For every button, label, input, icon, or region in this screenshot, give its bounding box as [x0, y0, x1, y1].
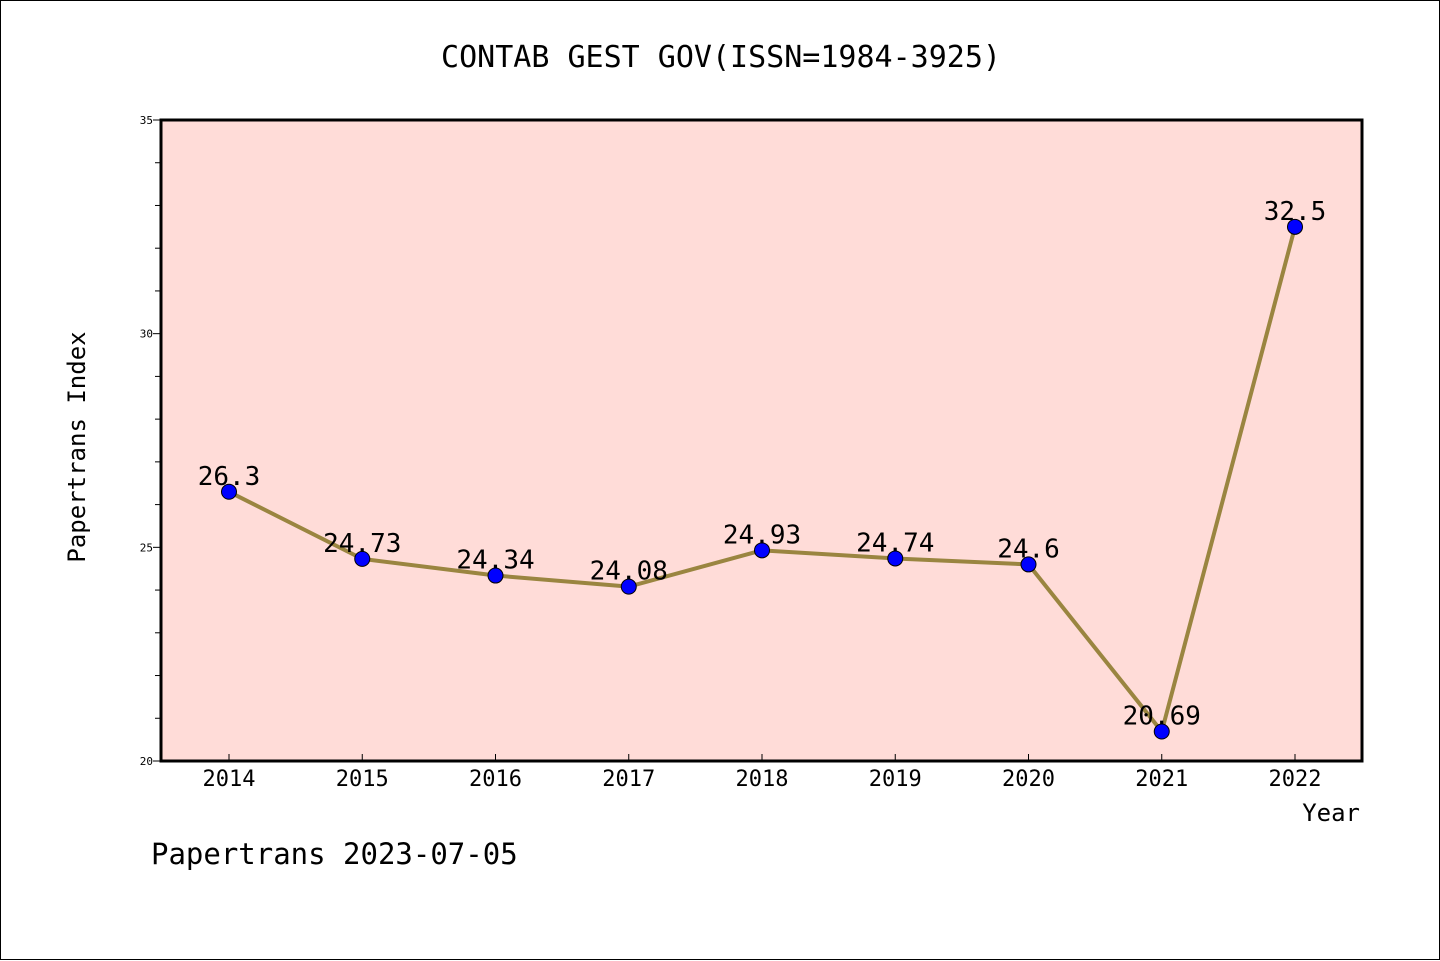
plot-area — [159, 118, 1364, 763]
data-label: 32.5 — [1264, 197, 1327, 227]
data-point — [1153, 723, 1170, 740]
x-tick-label: 2015 — [336, 767, 389, 792]
series-group: 26.3 24.73 24.34 24.08 24.93 24.74 24.6 20.69 32… — [198, 197, 1327, 740]
x-axis: 2014 2015 2016 2017 2018 2019 2020 2021 2022 — [203, 754, 1322, 792]
x-axis-label: Year — [1302, 799, 1360, 827]
x-tick-label: 2014 — [203, 767, 256, 792]
data-point — [754, 542, 770, 559]
data-label: 24.74 — [856, 528, 934, 558]
data-point — [354, 550, 371, 567]
data-label: 24.93 — [723, 520, 801, 550]
data-point — [1287, 218, 1303, 235]
y-tick-label: 30 — [140, 328, 153, 341]
y-tick-label: 35 — [140, 114, 153, 127]
x-tick-label: 2022 — [1269, 767, 1322, 792]
data-label: 24.34 — [456, 546, 534, 576]
x-tick-label: 2018 — [736, 767, 789, 792]
data-label: 24.73 — [323, 529, 401, 559]
x-tick-label: 2016 — [469, 767, 522, 792]
chart-title: CONTAB GEST GOV(ISSN=1984-3925) — [441, 40, 1001, 75]
x-tick-label: 2019 — [869, 767, 922, 792]
y-axis-label: Papertrans Index — [63, 331, 91, 562]
data-label: 26.3 — [198, 462, 261, 492]
x-tick-label: 2017 — [602, 767, 655, 792]
data-label: 24.08 — [590, 557, 668, 587]
data-point — [1020, 556, 1037, 573]
y-tick-label: 25 — [140, 541, 153, 554]
data-label: 20.69 — [1123, 702, 1201, 732]
y-axis: 20 25 30 35 — [140, 114, 161, 768]
x-tick-label: 2020 — [1002, 767, 1055, 792]
data-point — [221, 483, 237, 500]
data-point — [620, 578, 637, 595]
y-tick-label: 20 — [140, 755, 153, 768]
x-tick-label: 2021 — [1135, 767, 1188, 792]
data-point — [887, 550, 904, 567]
data-point — [487, 567, 504, 584]
footer-text: Papertrans 2023-07-05 — [151, 837, 518, 871]
data-label: 24.6 — [997, 534, 1060, 564]
